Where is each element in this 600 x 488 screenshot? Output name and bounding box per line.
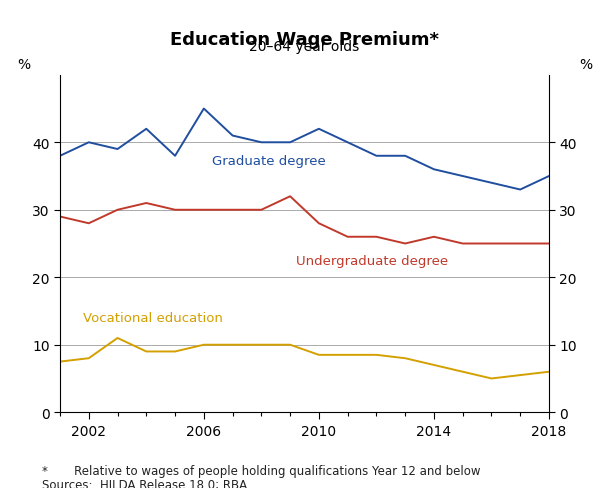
Text: *       Relative to wages of people holding qualifications Year 12 and below: * Relative to wages of people holding qu… [42,464,481,477]
Text: Graduate degree: Graduate degree [212,155,326,167]
Text: Undergraduate degree: Undergraduate degree [296,254,448,267]
Text: %: % [579,58,592,72]
Text: Sources:  HILDA Release 18.0; RBA: Sources: HILDA Release 18.0; RBA [42,478,247,488]
Text: 20–64 year olds: 20–64 year olds [250,40,359,54]
Title: Education Wage Premium*: Education Wage Premium* [170,31,439,49]
Text: %: % [17,58,30,72]
Text: Vocational education: Vocational education [83,311,223,325]
